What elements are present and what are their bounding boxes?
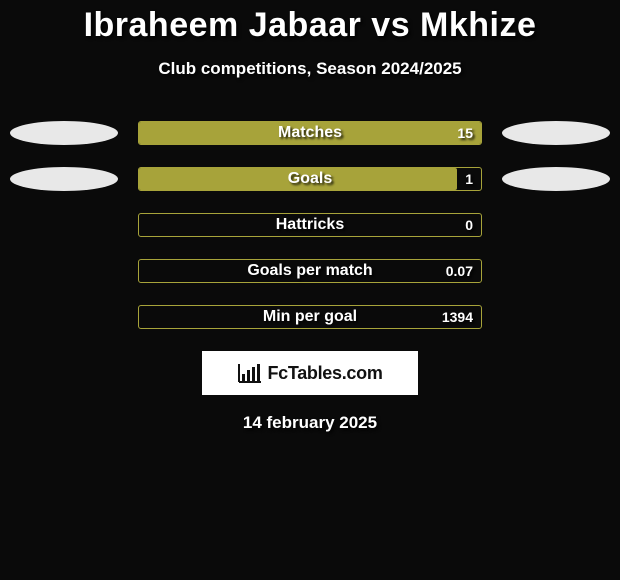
fctables-logo: FcTables.com — [202, 351, 418, 395]
stats-rows: Matches15 Goals1 Hattricks0 Goals per match… — [0, 121, 620, 329]
date-text: 14 february 2025 — [0, 413, 620, 433]
stat-bar: Goals1 — [138, 167, 482, 191]
page-title: Ibraheem Jabaar vs Mkhize — [0, 0, 620, 45]
stat-label: Goals — [139, 168, 481, 190]
page-subtitle: Club competitions, Season 2024/2025 — [0, 59, 620, 79]
stat-bar: Hattricks0 — [138, 213, 482, 237]
right-ellipse — [502, 167, 610, 191]
stat-row: Matches15 — [0, 121, 620, 145]
stat-label: Hattricks — [139, 214, 481, 236]
stat-value: 0 — [465, 214, 473, 236]
stat-row: Goals per match0.07 — [0, 259, 620, 283]
right-ellipse — [502, 121, 610, 145]
stat-row: Min per goal1394 — [0, 305, 620, 329]
left-ellipse — [10, 167, 118, 191]
stat-value: 15 — [457, 122, 473, 144]
stat-label: Matches — [139, 122, 481, 144]
left-ellipse — [10, 121, 118, 145]
chart-bars-icon — [237, 362, 263, 384]
stat-row: Goals1 — [0, 167, 620, 191]
stat-bar: Goals per match0.07 — [138, 259, 482, 283]
stat-value: 1394 — [442, 306, 473, 328]
stat-value: 0.07 — [446, 260, 473, 282]
stat-bar: Min per goal1394 — [138, 305, 482, 329]
stat-bar: Matches15 — [138, 121, 482, 145]
stat-row: Hattricks0 — [0, 213, 620, 237]
stat-label: Min per goal — [139, 306, 481, 328]
stat-label: Goals per match — [139, 260, 481, 282]
stat-value: 1 — [465, 168, 473, 190]
fctables-logo-text: FcTables.com — [267, 363, 382, 384]
